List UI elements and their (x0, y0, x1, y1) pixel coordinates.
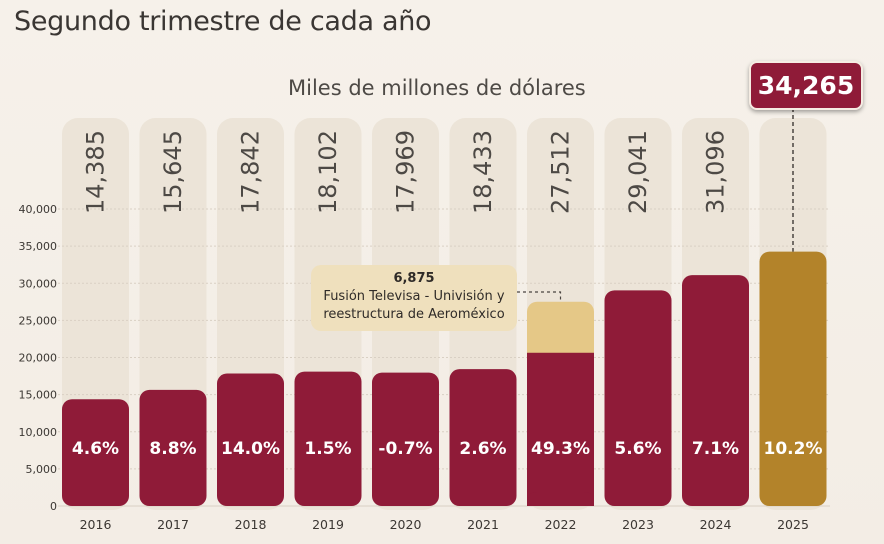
x-tick-label: 2021 (467, 517, 499, 532)
x-tick-label: 2025 (777, 517, 809, 532)
x-tick-label: 2017 (157, 517, 189, 532)
highlight-value-callout: 34,265 (749, 61, 863, 110)
x-tick-label: 2022 (545, 517, 577, 532)
annotation-connector (517, 291, 562, 302)
y-tick-label: 40,000 (19, 203, 58, 216)
y-tick-label: 5,000 (26, 463, 58, 476)
bar (682, 275, 749, 506)
value-label: 18,433 (469, 130, 497, 214)
value-label: 14,385 (82, 130, 110, 214)
bar (294, 371, 362, 506)
bar (527, 352, 594, 506)
bar-highlight (759, 251, 827, 506)
annotation-value: 6,875 (393, 271, 435, 286)
growth-label: 14.0% (221, 439, 280, 459)
x-tick-label: 2020 (390, 517, 422, 532)
growth-label: 8.8% (149, 439, 196, 459)
y-tick-label: 0 (50, 500, 57, 513)
chart-title: Segundo trimestre de cada año (14, 6, 432, 37)
value-label: 17,842 (237, 130, 265, 214)
y-tick-label: 30,000 (19, 277, 58, 290)
annotation-line-1: Fusión Televisa - Univisión y (323, 289, 505, 304)
value-label: 27,512 (547, 130, 575, 214)
bar (62, 399, 129, 506)
growth-label: 49.3% (531, 439, 590, 459)
bar (217, 373, 284, 506)
x-tick-label: 2023 (622, 517, 654, 532)
growth-label: 5.6% (614, 439, 661, 459)
value-label: 15,645 (159, 130, 187, 214)
annotation-line-2: reestructura de Aeroméxico (323, 307, 505, 322)
y-tick-label: 35,000 (19, 240, 58, 253)
bar (604, 290, 672, 506)
x-tick-label: 2024 (700, 517, 732, 532)
x-tick-label: 2019 (312, 517, 344, 532)
growth-label: 7.1% (692, 439, 739, 459)
value-label: 17,969 (392, 130, 420, 214)
chart-subtitle: Miles de millones de dólares (288, 76, 586, 100)
bar (372, 372, 439, 506)
growth-label: 10.2% (764, 439, 823, 459)
annotation-box: 6,875 Fusión Televisa - Univisión y rees… (311, 265, 517, 331)
y-tick-label: 10,000 (19, 426, 58, 439)
growth-label: 2.6% (459, 439, 506, 459)
y-tick-label: 15,000 (19, 389, 58, 402)
x-tick-label: 2018 (235, 517, 267, 532)
growth-label: -0.7% (378, 439, 432, 459)
value-label: 29,041 (624, 130, 652, 214)
bar (449, 369, 517, 506)
x-tick-label: 2016 (80, 517, 112, 532)
growth-label: 1.5% (304, 439, 351, 459)
y-tick-label: 20,000 (19, 352, 58, 365)
bar (139, 389, 207, 506)
y-tick-label: 25,000 (19, 314, 58, 327)
value-label: 31,096 (702, 130, 730, 214)
bar-base-round (527, 492, 594, 506)
value-label: 18,102 (314, 130, 342, 214)
growth-label: 4.6% (72, 439, 119, 459)
